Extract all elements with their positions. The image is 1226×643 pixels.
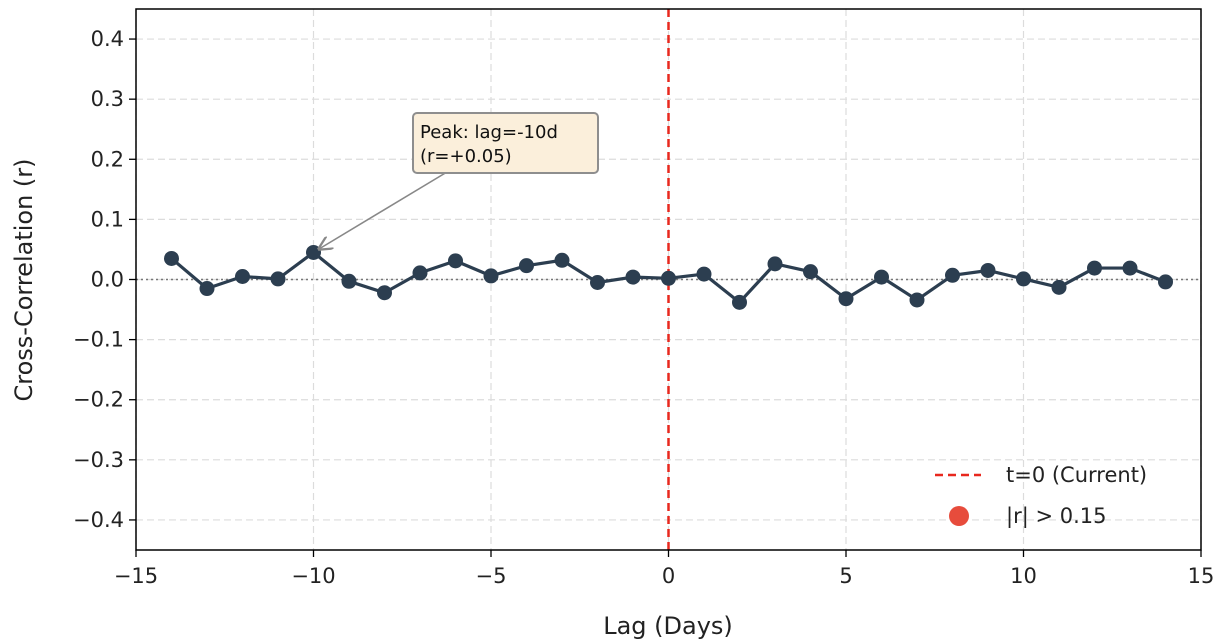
- data-series: [164, 244, 1173, 310]
- data-point: [696, 266, 712, 282]
- data-point: [306, 244, 321, 260]
- data-point: [377, 285, 392, 301]
- y-tick-label: 0.2: [91, 147, 124, 171]
- x-tick-label: 15: [1188, 564, 1215, 588]
- y-tick-label: 0.0: [91, 268, 124, 292]
- annotation-line-2: (r=+0.05): [420, 146, 512, 167]
- data-point: [483, 268, 499, 284]
- data-point: [519, 258, 534, 274]
- legend-label-current: t=0 (Current): [1006, 463, 1147, 487]
- x-tick-label: 0: [662, 564, 675, 588]
- axis-ticks: −15 −10 −5 0 5 10 15 0.4 0.3 0.2 0.1 0.0 −0.1 −0.2 −0.…: [73, 27, 1214, 588]
- data-point: [874, 269, 889, 285]
- x-tick-label: −10: [291, 564, 335, 588]
- legend-label-threshold: |r| > 0.15: [1006, 504, 1107, 529]
- data-point: [732, 294, 747, 310]
- y-tick-label: −0.4: [73, 508, 124, 532]
- data-point: [590, 275, 605, 291]
- data-point: [980, 262, 996, 278]
- peak-annotation: Peak: lag=-10d (r=+0.05): [319, 112, 599, 249]
- data-point: [661, 270, 676, 286]
- y-tick-label: 0.3: [91, 87, 124, 111]
- data-point: [838, 291, 854, 307]
- data-point: [448, 253, 463, 269]
- data-point: [164, 250, 179, 266]
- x-tick-label: 10: [1010, 564, 1037, 588]
- data-point: [341, 273, 357, 289]
- data-point: [270, 271, 286, 287]
- data-point: [1016, 271, 1031, 287]
- data-point: [625, 269, 641, 285]
- y-axis-title: Cross-Correlation (r): [10, 158, 38, 401]
- x-tick-label: 5: [839, 564, 852, 588]
- y-tick-label: −0.2: [73, 388, 124, 412]
- data-point: [909, 292, 925, 308]
- data-point: [1158, 274, 1173, 290]
- data-point: [199, 281, 215, 297]
- data-point: [803, 264, 818, 280]
- x-axis-title: Lag (Days): [603, 612, 733, 640]
- data-point: [1087, 260, 1102, 276]
- annotation-line-1: Peak: lag=-10d: [420, 122, 558, 143]
- data-point: [1122, 260, 1138, 276]
- x-tick-label: −5: [476, 564, 507, 588]
- data-point: [554, 252, 570, 268]
- y-tick-label: 0.4: [91, 27, 124, 51]
- data-point: [1051, 279, 1067, 295]
- x-tick-label: −15: [114, 564, 158, 588]
- data-point: [235, 268, 250, 284]
- legend-swatch-threshold: [949, 506, 969, 526]
- y-tick-label: −0.3: [73, 448, 124, 472]
- data-point: [412, 265, 428, 281]
- data-point: [767, 256, 783, 272]
- y-tick-label: −0.1: [73, 328, 124, 352]
- data-point: [945, 267, 960, 283]
- legend: t=0 (Current) |r| > 0.15: [935, 463, 1147, 529]
- annotation-arrow: [319, 171, 448, 249]
- annotation-box: [412, 112, 599, 174]
- y-tick-label: 0.1: [91, 207, 124, 231]
